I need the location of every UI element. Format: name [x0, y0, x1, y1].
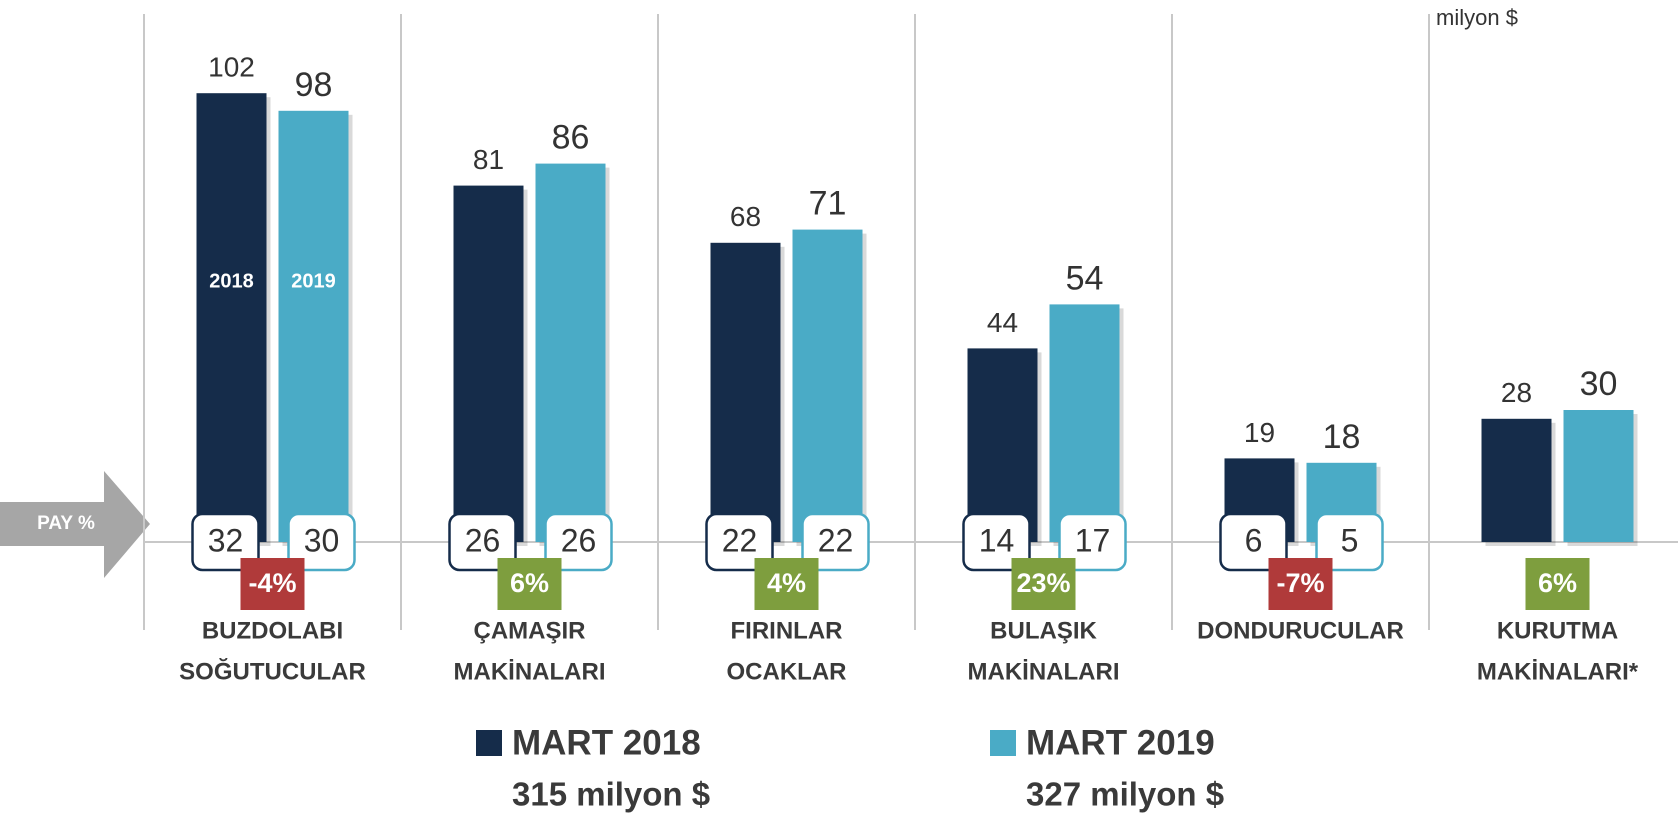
- value-label: 81: [473, 144, 504, 175]
- share-value: 6: [1245, 522, 1263, 558]
- share-value: 22: [818, 522, 854, 558]
- value-label: 102: [208, 52, 255, 83]
- bar: [1481, 418, 1552, 542]
- change-badge: [240, 558, 305, 610]
- bar: [710, 242, 781, 543]
- legend-label: MART 2018: [512, 723, 701, 762]
- value-label: 86: [552, 119, 590, 157]
- bar: [196, 93, 267, 542]
- share-box: [1219, 512, 1288, 572]
- share-value: 26: [465, 522, 501, 558]
- series-short-label: 2019: [291, 270, 336, 292]
- share-box: [962, 512, 1031, 572]
- share-box: [287, 512, 356, 572]
- x-tick-label: MAKİNALARI: [968, 658, 1120, 685]
- value-label: 18: [1323, 418, 1361, 456]
- value-label: 19: [1244, 417, 1275, 448]
- x-tick-label: OCAKLAR: [727, 658, 847, 685]
- x-tick-label: BUZDOLABI: [202, 617, 343, 644]
- share-box: [544, 512, 613, 572]
- share-value: 26: [561, 522, 597, 558]
- legend-total: 327 milyon $: [1026, 776, 1224, 813]
- value-label: 68: [730, 201, 761, 232]
- change-label: -4%: [248, 568, 296, 598]
- change-label: -7%: [1276, 568, 1324, 598]
- share-box: [801, 512, 870, 572]
- share-label: PAY %: [37, 513, 95, 534]
- x-tick-label: SOĞUTUCULAR: [179, 657, 366, 685]
- change-badge: [1525, 558, 1590, 610]
- value-label: 44: [987, 307, 1018, 338]
- share-value: 32: [208, 522, 244, 558]
- share-box: [1058, 512, 1127, 572]
- share-value: 17: [1075, 522, 1111, 558]
- share-box: [448, 512, 517, 572]
- bar: [967, 348, 1038, 542]
- change-label: 23%: [1016, 568, 1070, 598]
- bar: [1049, 304, 1120, 542]
- value-label: 30: [1580, 365, 1618, 403]
- share-box: [1315, 512, 1384, 572]
- change-badge: [497, 558, 562, 610]
- bar: [792, 229, 863, 542]
- change-label: 6%: [510, 568, 549, 598]
- value-label: 28: [1501, 377, 1532, 408]
- share-value: 30: [304, 522, 340, 558]
- x-tick-label: MAKİNALARI*: [1477, 658, 1639, 685]
- bar: [535, 163, 606, 542]
- x-tick-label: DONDURUCULAR: [1197, 617, 1404, 644]
- change-badge: [754, 558, 819, 610]
- x-tick-label: FIRINLAR: [731, 617, 843, 644]
- legend-swatch: [990, 730, 1016, 756]
- value-label: 54: [1066, 259, 1104, 297]
- series-short-label: 2018: [209, 270, 254, 292]
- change-label: 6%: [1538, 568, 1577, 598]
- legend-label: MART 2019: [1026, 723, 1215, 762]
- value-label: 98: [295, 66, 333, 104]
- share-value: 14: [979, 522, 1015, 558]
- legend-swatch: [476, 730, 502, 756]
- legend-total: 315 milyon $: [512, 776, 710, 813]
- share-value: 5: [1341, 522, 1359, 558]
- bar: [278, 110, 349, 543]
- share-value: 22: [722, 522, 758, 558]
- x-tick-label: MAKİNALARI: [454, 658, 606, 685]
- change-badge: [1011, 558, 1076, 610]
- x-tick-label: ÇAMAŞIR: [474, 617, 586, 644]
- share-arrow: [0, 471, 150, 578]
- bar: [453, 185, 524, 542]
- x-tick-label: KURUTMA: [1497, 617, 1618, 644]
- unit-label: milyon $: [1436, 5, 1518, 30]
- share-box: [705, 512, 774, 572]
- value-label: 71: [809, 185, 847, 223]
- change-label: 4%: [767, 568, 806, 598]
- x-tick-label: BULAŞIK: [990, 617, 1097, 644]
- share-box: [191, 512, 260, 572]
- bar: [1563, 410, 1634, 542]
- change-badge: [1268, 558, 1333, 610]
